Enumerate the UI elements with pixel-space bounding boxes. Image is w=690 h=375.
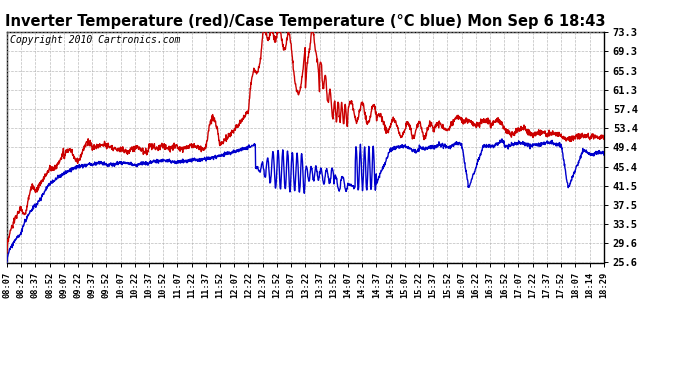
Title: Inverter Temperature (red)/Case Temperature (°C blue) Mon Sep 6 18:43: Inverter Temperature (red)/Case Temperat…: [5, 14, 606, 29]
Text: Copyright 2010 Cartronics.com: Copyright 2010 Cartronics.com: [10, 35, 180, 45]
